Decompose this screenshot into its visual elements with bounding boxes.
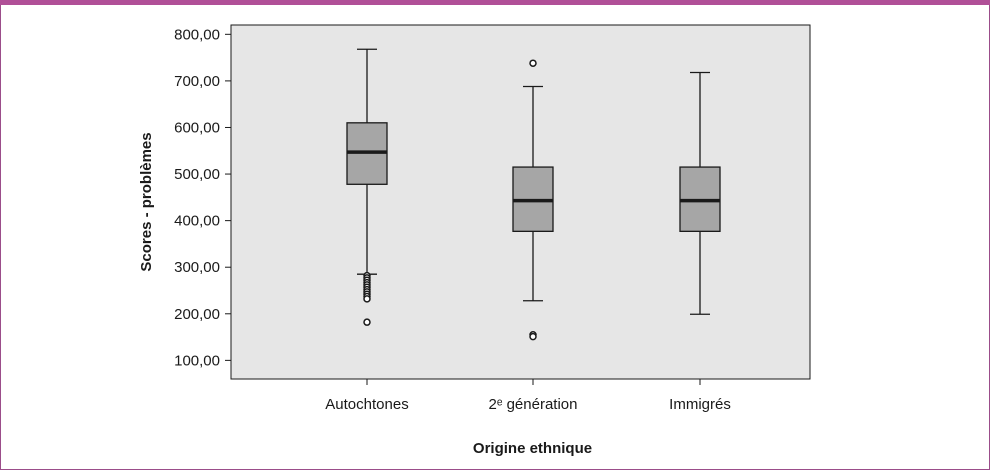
- x-axis-title: Origine ethnique: [473, 440, 592, 457]
- y-tick-label: 100,00: [174, 352, 220, 369]
- outlier-point: [363, 295, 371, 303]
- figure-top-bar: [0, 0, 990, 5]
- outlier-point: [363, 318, 371, 326]
- y-tick-label: 600,00: [174, 119, 220, 136]
- outlier-point: [529, 59, 537, 67]
- y-axis-ticks: 100,00 200,00 300,00 400,00 500,00 600,00 700,…: [174, 26, 231, 369]
- x-axis-ticks: Autochtones 2ᵉ génération Immigrés: [325, 379, 731, 413]
- box-group: [512, 59, 554, 341]
- x-tick-label: Autochtones: [325, 396, 408, 413]
- x-tick-label: Immigrés: [669, 396, 731, 413]
- y-tick-label: 700,00: [174, 73, 220, 90]
- y-tick-label: 500,00: [174, 166, 220, 183]
- box-group: [679, 71, 721, 315]
- y-tick-label: 400,00: [174, 213, 220, 230]
- boxes: [346, 48, 721, 341]
- y-tick-label: 200,00: [174, 306, 220, 323]
- y-tick-label: 300,00: [174, 259, 220, 276]
- y-tick-label: 800,00: [174, 26, 220, 43]
- x-tick-label: 2ᵉ génération: [489, 396, 578, 413]
- y-axis-title: Scores - problèmes: [138, 132, 155, 271]
- box-group: [346, 48, 388, 326]
- outlier-point: [529, 332, 537, 341]
